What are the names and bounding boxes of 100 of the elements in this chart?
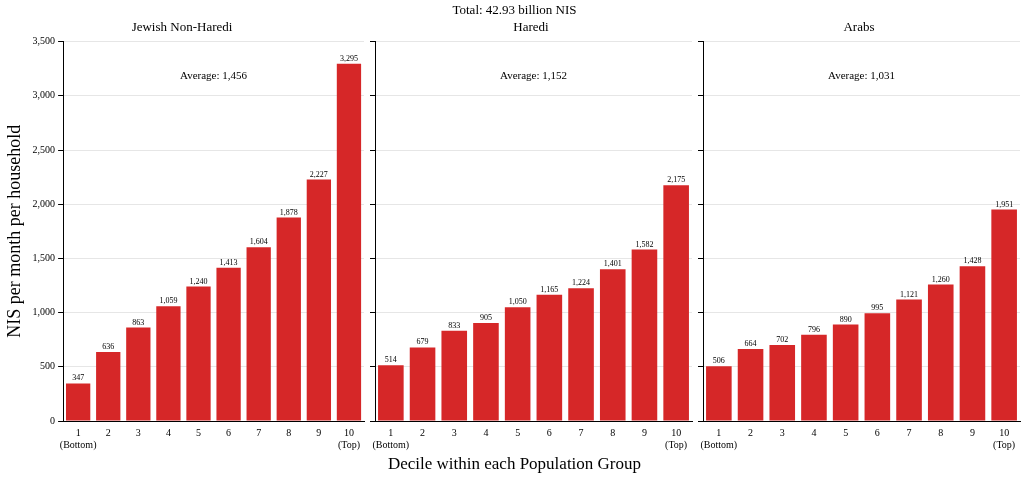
x-tick-label: 10 (Top)	[337, 426, 360, 451]
data-label: 796	[807, 324, 820, 334]
x-tick-label: 6	[226, 426, 232, 438]
data-label: 1,582	[635, 239, 654, 249]
x-tick-label: 3	[451, 426, 457, 438]
annotation: Average: 1,152	[500, 69, 567, 82]
chart-title: Haredi	[513, 19, 550, 35]
x-tick-label: 7	[906, 426, 912, 438]
bar	[737, 349, 764, 421]
x-tick-label: 5	[196, 426, 202, 438]
x-tick-label: 2	[420, 426, 426, 438]
bar	[156, 306, 181, 421]
bar	[536, 294, 563, 421]
y-tick-label: 2,000	[32, 197, 56, 209]
bar	[991, 209, 1017, 421]
bar	[864, 313, 891, 421]
data-label: 664	[744, 339, 757, 349]
x-tick-label: 1 (Bottom)	[700, 426, 738, 451]
data-label: 905	[479, 312, 492, 322]
y-tick-label: 0	[50, 414, 56, 426]
data-label: 1,121	[900, 289, 919, 299]
data-label: 679	[416, 337, 429, 347]
data-label: 1,413	[219, 257, 238, 267]
bar	[441, 330, 468, 421]
x-tick-label: 10 (Top)	[665, 426, 688, 451]
bar	[832, 324, 859, 421]
x-tick-label: 8	[610, 426, 616, 438]
data-label: 1,951	[995, 199, 1014, 209]
x-tick-label: 9	[641, 426, 647, 438]
data-label: 2,227	[309, 169, 328, 179]
x-tick-label: 10 (Top)	[993, 426, 1016, 451]
bar	[706, 366, 732, 421]
x-tick-label: 4	[811, 426, 817, 438]
x-tick-label: 8	[938, 426, 944, 438]
y-tick-label: 2,500	[32, 143, 56, 155]
annotation: Average: 1,031	[828, 69, 895, 82]
x-tick-label: 7	[256, 426, 262, 438]
data-label: 1,059	[159, 296, 178, 306]
x-axis-title: Decile within each Population Group	[386, 453, 643, 475]
x-tick-label: 2	[748, 426, 754, 438]
data-label: 1,401	[603, 259, 622, 269]
data-label: 2,175	[667, 175, 686, 185]
data-label: 347	[72, 373, 85, 383]
bar	[896, 299, 922, 421]
x-tick-label: 5	[843, 426, 849, 438]
bar	[276, 217, 301, 421]
x-tick-label: 8	[286, 426, 292, 438]
y-tick-label: 3,500	[32, 35, 56, 47]
bar	[631, 249, 658, 421]
data-label: 702	[776, 335, 789, 344]
bar	[378, 365, 404, 421]
bar	[959, 266, 986, 421]
bar	[504, 307, 531, 421]
data-label: 1,240	[189, 276, 208, 286]
x-tick-label: 6	[546, 426, 552, 438]
bar	[186, 286, 211, 421]
x-tick-label: 9	[969, 426, 975, 438]
bar	[599, 269, 626, 421]
y-tick-label: 1,000	[32, 306, 56, 318]
data-label: 1,878	[279, 207, 298, 217]
bar	[409, 347, 436, 421]
bar	[663, 185, 689, 421]
bar	[126, 327, 151, 421]
y-tick-label: 500	[40, 360, 56, 372]
x-tick-label: 1 (Bottom)	[59, 426, 97, 451]
x-tick-label: 4	[165, 426, 171, 438]
data-label: 833	[448, 320, 461, 330]
x-tick-label: 7	[578, 426, 584, 438]
x-tick-label: 6	[874, 426, 880, 438]
bar	[306, 179, 332, 421]
chart-title: Jewish Non-Haredi	[131, 19, 233, 35]
x-tick-label: 3	[779, 426, 785, 438]
x-tick-label: 2	[105, 426, 111, 438]
data-label: 1,165	[540, 284, 559, 294]
bar	[473, 322, 499, 421]
data-label: 863	[132, 317, 145, 327]
data-label: 1,260	[931, 274, 950, 284]
data-label: 890	[839, 314, 852, 324]
x-tick-label: 1 (Bottom)	[372, 426, 410, 451]
y-tick-label: 1,500	[32, 252, 56, 264]
annotation: Average: 1,456	[180, 69, 248, 82]
bar	[336, 63, 362, 421]
bar	[96, 352, 121, 421]
bar	[801, 334, 827, 421]
chart-title: Arabs	[843, 19, 875, 35]
data-label: 1,604	[249, 237, 268, 247]
x-tick-label: 4	[483, 426, 489, 438]
data-label: 995	[871, 303, 884, 313]
data-label: 506	[712, 356, 725, 366]
bar	[927, 284, 954, 421]
bar	[246, 247, 271, 421]
x-tick-label: 5	[515, 426, 521, 438]
data-label: 636	[102, 342, 115, 352]
y-axis-title: NIS per month per household	[3, 124, 24, 338]
x-tick-label: 9	[316, 426, 322, 438]
bar	[769, 344, 796, 421]
data-label: 1,428	[963, 256, 982, 266]
bar	[568, 288, 594, 421]
bar	[216, 267, 241, 421]
data-label: 1,050	[508, 297, 527, 307]
